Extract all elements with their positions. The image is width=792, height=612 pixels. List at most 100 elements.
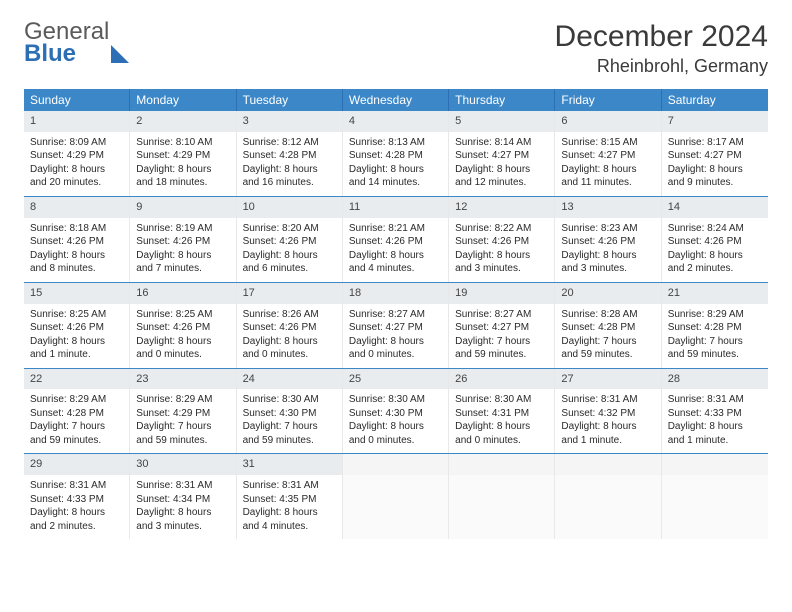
sunset-line: Sunset: 4:27 PM	[455, 321, 548, 335]
daylight-line: Daylight: 8 hours and 2 minutes.	[30, 506, 123, 533]
day-number: 14	[662, 197, 768, 218]
header: General Blue December 2024 Rheinbrohl, G…	[24, 20, 768, 77]
daylight-line: Daylight: 8 hours and 16 minutes.	[243, 163, 336, 190]
sunrise-line: Sunrise: 8:18 AM	[30, 222, 123, 236]
daylight-line: Daylight: 8 hours and 0 minutes.	[349, 335, 442, 362]
day-cell: 14Sunrise: 8:24 AMSunset: 4:26 PMDayligh…	[662, 197, 768, 282]
day-number: 4	[343, 111, 448, 132]
dayname-monday: Monday	[130, 89, 236, 111]
day-cell: 25Sunrise: 8:30 AMSunset: 4:30 PMDayligh…	[343, 369, 449, 454]
day-number: 29	[24, 454, 129, 475]
daylight-line: Daylight: 8 hours and 3 minutes.	[561, 249, 654, 276]
day-number: .	[662, 454, 768, 475]
daylight-line: Daylight: 8 hours and 0 minutes.	[349, 420, 442, 447]
sunset-line: Sunset: 4:27 PM	[455, 149, 548, 163]
day-cell: 26Sunrise: 8:30 AMSunset: 4:31 PMDayligh…	[449, 369, 555, 454]
day-body: Sunrise: 8:26 AMSunset: 4:26 PMDaylight:…	[237, 304, 342, 368]
day-cell: 15Sunrise: 8:25 AMSunset: 4:26 PMDayligh…	[24, 283, 130, 368]
day-body: Sunrise: 8:14 AMSunset: 4:27 PMDaylight:…	[449, 132, 554, 196]
sunset-line: Sunset: 4:28 PM	[349, 149, 442, 163]
daylight-line: Daylight: 8 hours and 1 minute.	[561, 420, 654, 447]
day-number: 26	[449, 369, 554, 390]
week-row: 8Sunrise: 8:18 AMSunset: 4:26 PMDaylight…	[24, 197, 768, 283]
sunset-line: Sunset: 4:29 PM	[30, 149, 123, 163]
sunset-line: Sunset: 4:26 PM	[243, 321, 336, 335]
day-body: Sunrise: 8:21 AMSunset: 4:26 PMDaylight:…	[343, 218, 448, 282]
day-number: 19	[449, 283, 554, 304]
empty-cell: .	[662, 454, 768, 539]
day-body: Sunrise: 8:20 AMSunset: 4:26 PMDaylight:…	[237, 218, 342, 282]
day-body: Sunrise: 8:09 AMSunset: 4:29 PMDaylight:…	[24, 132, 129, 196]
daylight-line: Daylight: 8 hours and 0 minutes.	[455, 420, 548, 447]
sunrise-line: Sunrise: 8:09 AM	[30, 136, 123, 150]
sunrise-line: Sunrise: 8:31 AM	[243, 479, 336, 493]
daylight-line: Daylight: 8 hours and 7 minutes.	[136, 249, 229, 276]
day-body: Sunrise: 8:31 AMSunset: 4:34 PMDaylight:…	[130, 475, 235, 539]
month-title: December 2024	[555, 20, 768, 54]
day-cell: 10Sunrise: 8:20 AMSunset: 4:26 PMDayligh…	[237, 197, 343, 282]
sunrise-line: Sunrise: 8:20 AM	[243, 222, 336, 236]
dayname-thursday: Thursday	[449, 89, 555, 111]
day-number: 20	[555, 283, 660, 304]
sunset-line: Sunset: 4:29 PM	[136, 407, 229, 421]
daylight-line: Daylight: 8 hours and 2 minutes.	[668, 249, 762, 276]
day-number: 11	[343, 197, 448, 218]
sunset-line: Sunset: 4:28 PM	[30, 407, 123, 421]
day-number: .	[449, 454, 554, 475]
sunrise-line: Sunrise: 8:19 AM	[136, 222, 229, 236]
day-cell: 23Sunrise: 8:29 AMSunset: 4:29 PMDayligh…	[130, 369, 236, 454]
sunset-line: Sunset: 4:35 PM	[243, 493, 336, 507]
day-body: Sunrise: 8:29 AMSunset: 4:29 PMDaylight:…	[130, 389, 235, 453]
daylight-line: Daylight: 7 hours and 59 minutes.	[668, 335, 762, 362]
day-body: Sunrise: 8:25 AMSunset: 4:26 PMDaylight:…	[130, 304, 235, 368]
sunrise-line: Sunrise: 8:27 AM	[349, 308, 442, 322]
day-number: 16	[130, 283, 235, 304]
daylight-line: Daylight: 8 hours and 11 minutes.	[561, 163, 654, 190]
weeks-container: 1Sunrise: 8:09 AMSunset: 4:29 PMDaylight…	[24, 111, 768, 539]
sunset-line: Sunset: 4:28 PM	[561, 321, 654, 335]
day-cell: 30Sunrise: 8:31 AMSunset: 4:34 PMDayligh…	[130, 454, 236, 539]
sunrise-line: Sunrise: 8:25 AM	[136, 308, 229, 322]
sunrise-line: Sunrise: 8:15 AM	[561, 136, 654, 150]
day-body: Sunrise: 8:27 AMSunset: 4:27 PMDaylight:…	[343, 304, 448, 368]
sunrise-line: Sunrise: 8:12 AM	[243, 136, 336, 150]
daylight-line: Daylight: 8 hours and 0 minutes.	[136, 335, 229, 362]
day-body: Sunrise: 8:31 AMSunset: 4:35 PMDaylight:…	[237, 475, 342, 539]
dayname-saturday: Saturday	[662, 89, 768, 111]
day-body: Sunrise: 8:31 AMSunset: 4:33 PMDaylight:…	[24, 475, 129, 539]
day-body: Sunrise: 8:13 AMSunset: 4:28 PMDaylight:…	[343, 132, 448, 196]
empty-cell: .	[343, 454, 449, 539]
sunset-line: Sunset: 4:26 PM	[561, 235, 654, 249]
sunrise-line: Sunrise: 8:22 AM	[455, 222, 548, 236]
empty-cell: .	[555, 454, 661, 539]
day-cell: 31Sunrise: 8:31 AMSunset: 4:35 PMDayligh…	[237, 454, 343, 539]
day-body: Sunrise: 8:22 AMSunset: 4:26 PMDaylight:…	[449, 218, 554, 282]
day-body: Sunrise: 8:18 AMSunset: 4:26 PMDaylight:…	[24, 218, 129, 282]
daylight-line: Daylight: 8 hours and 8 minutes.	[30, 249, 123, 276]
week-row: 29Sunrise: 8:31 AMSunset: 4:33 PMDayligh…	[24, 454, 768, 539]
sunset-line: Sunset: 4:28 PM	[668, 321, 762, 335]
sunset-line: Sunset: 4:26 PM	[30, 321, 123, 335]
day-body: Sunrise: 8:31 AMSunset: 4:32 PMDaylight:…	[555, 389, 660, 453]
day-cell: 19Sunrise: 8:27 AMSunset: 4:27 PMDayligh…	[449, 283, 555, 368]
daylight-line: Daylight: 8 hours and 14 minutes.	[349, 163, 442, 190]
daylight-line: Daylight: 8 hours and 0 minutes.	[243, 335, 336, 362]
sunset-line: Sunset: 4:27 PM	[668, 149, 762, 163]
day-number: 31	[237, 454, 342, 475]
day-number: .	[555, 454, 660, 475]
day-cell: 6Sunrise: 8:15 AMSunset: 4:27 PMDaylight…	[555, 111, 661, 196]
sunset-line: Sunset: 4:27 PM	[349, 321, 442, 335]
sunset-line: Sunset: 4:26 PM	[243, 235, 336, 249]
day-number: 6	[555, 111, 660, 132]
day-number: 2	[130, 111, 235, 132]
daylight-line: Daylight: 8 hours and 6 minutes.	[243, 249, 336, 276]
day-number: 9	[130, 197, 235, 218]
day-cell: 20Sunrise: 8:28 AMSunset: 4:28 PMDayligh…	[555, 283, 661, 368]
sunrise-line: Sunrise: 8:31 AM	[668, 393, 762, 407]
dayname-sunday: Sunday	[24, 89, 130, 111]
sunset-line: Sunset: 4:30 PM	[349, 407, 442, 421]
dayname-friday: Friday	[555, 89, 661, 111]
day-number: 5	[449, 111, 554, 132]
title-block: December 2024 Rheinbrohl, Germany	[555, 20, 768, 77]
day-number: 17	[237, 283, 342, 304]
